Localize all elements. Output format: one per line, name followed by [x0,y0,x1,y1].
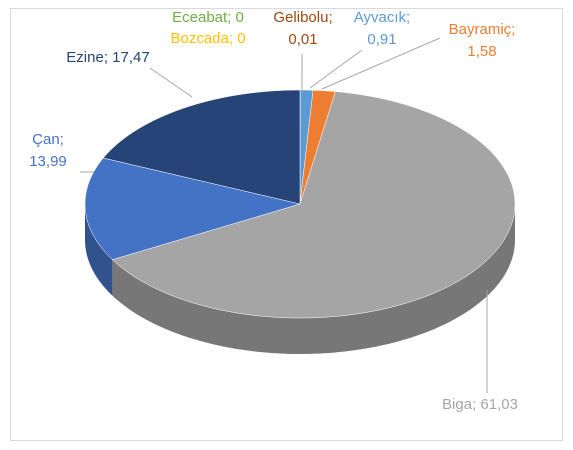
label-name: Çan [32,131,60,148]
data-label: Çan; [32,131,64,148]
pie-sides [85,204,516,354]
data-label-value: 13,99 [29,153,67,170]
data-label-value: 0,01 [288,31,317,48]
pie-slice-side [85,204,113,296]
label-name: Bayramiç [449,21,512,38]
data-label: Ayvacık; [354,9,410,26]
data-label: Biga; 61,03 [442,396,518,413]
data-label: Gelibolu; [273,9,332,26]
label-name: Gelibolu [273,9,328,26]
label-name: Biga [442,396,473,413]
label-value: 0 [236,9,244,26]
label-value: 17,47 [112,49,150,66]
label-name: Bozcada [170,30,229,47]
data-label-value: 0,91 [367,31,396,48]
leader-line [321,37,441,90]
data-label-value: 1,58 [467,43,496,60]
leader-line [309,49,363,89]
label-separator: ; [328,9,332,26]
label-value: 61,03 [480,396,518,413]
label-separator: ; [472,396,480,413]
label-name: Ayvacık [354,9,407,26]
label-separator: ; [227,9,235,26]
pie-slice [111,91,516,319]
label-separator: ; [406,9,410,26]
label-separator: ; [511,21,515,38]
pie-slice [102,89,301,205]
label-name: Eceabat [172,9,228,26]
label-name: Ezine [66,49,104,66]
label-separator: ; [104,49,112,66]
data-label: Ezine; 17,47 [66,49,149,66]
pie-tops [84,89,516,319]
data-label: Eceabat; 0 [172,9,244,26]
data-label: Bozcada; 0 [170,30,245,47]
label-value: 0 [237,30,245,47]
data-label: Bayramiç; [449,21,516,38]
leader-lines [80,37,488,393]
leader-line [149,67,193,98]
label-separator: ; [60,131,64,148]
label-separator: ; [229,30,237,47]
pie-slice-side [112,204,516,354]
